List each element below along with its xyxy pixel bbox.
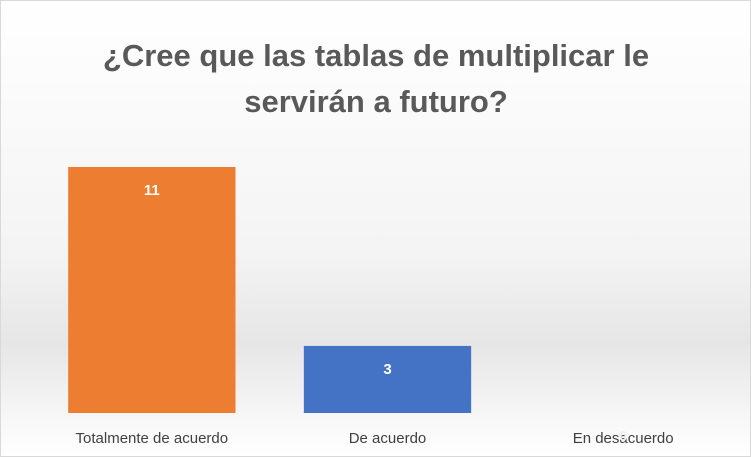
data-label: 0 [619, 428, 627, 445]
x-tick-label: En desacuerdo [573, 430, 674, 447]
bar [303, 345, 472, 413]
chart-title: ¿Cree que las tablas de multiplicar le s… [102, 38, 650, 119]
x-tick-label: Totalmente de acuerdo [76, 430, 229, 447]
data-label: 11 [144, 182, 160, 199]
x-tick-label: De acuerdo [349, 430, 427, 447]
bar [68, 167, 236, 413]
data-label: 3 [383, 361, 391, 378]
